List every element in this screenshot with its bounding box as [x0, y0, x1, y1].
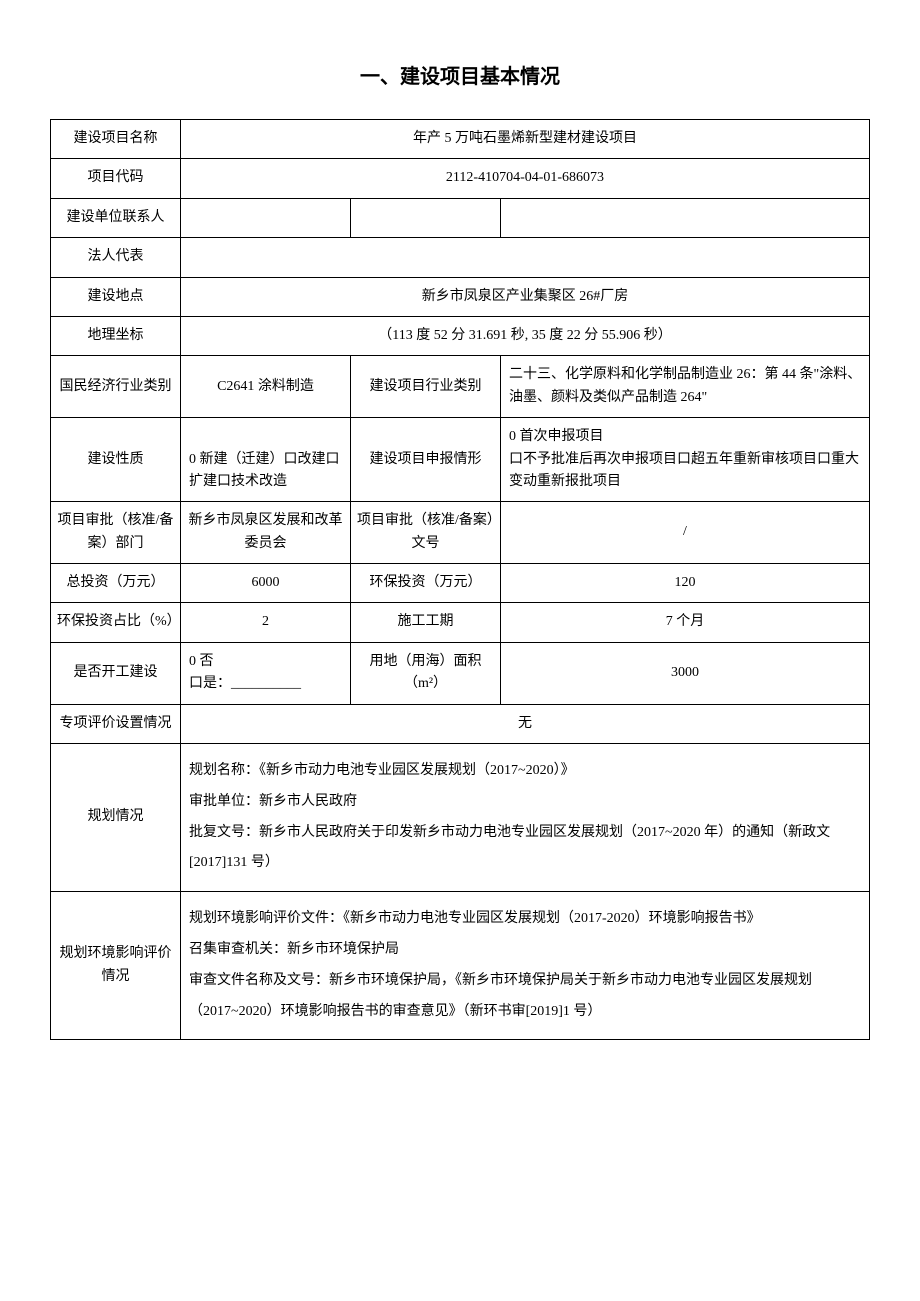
industry-cat-label: 建设项目行业类别 — [351, 356, 501, 418]
industry-value: C2641 涂料制造 — [181, 356, 351, 418]
approval-dept-label: 项目审批（核准/备案）部门 — [51, 502, 181, 564]
coords-label: 地理坐标 — [51, 316, 181, 355]
table-row: 建设单位联系人 — [51, 198, 870, 237]
approval-doc-value: / — [501, 502, 870, 564]
table-row: 总投资（万元） 6000 环保投资（万元） 120 — [51, 564, 870, 603]
industry-label: 国民经济行业类别 — [51, 356, 181, 418]
coords-value: （113 度 52 分 31.691 秒, 35 度 22 分 55.906 秒… — [181, 316, 870, 355]
table-row: 专项评价设置情况 无 — [51, 704, 870, 743]
special-eval-label: 专项评价设置情况 — [51, 704, 181, 743]
industry-cat-value: 二十三、化学原料和化学制品制造业 26：第 44 条"涂料、油墨、颜料及类似产品… — [501, 356, 870, 418]
nature-value: 0 新建（迁建）口改建口扩建口技术改造 — [181, 418, 351, 502]
construction-period-value: 7 个月 — [501, 603, 870, 642]
table-row: 建设性质 0 新建（迁建）口改建口扩建口技术改造 建设项目申报情形 0 首次申报… — [51, 418, 870, 502]
started-value: 0 否口是：__________ — [181, 642, 351, 704]
land-area-label: 用地（用海）面积（m²） — [351, 642, 501, 704]
legal-label: 法人代表 — [51, 238, 181, 277]
table-row: 规划环境影响评价情况 规划环境影响评价文件：《新乡市动力电池专业园区发展规划（2… — [51, 892, 870, 1040]
env-invest-label: 环保投资（万元） — [351, 564, 501, 603]
env-invest-value: 120 — [501, 564, 870, 603]
env-ratio-label: 环保投资占比（%） — [51, 603, 181, 642]
project-code-value: 2112-410704-04-01-686073 — [181, 159, 870, 198]
location-value: 新乡市凤泉区产业集聚区 26#厂房 — [181, 277, 870, 316]
report-value: 0 首次申报项目口不予批准后再次申报项目口超五年重新审核项目口重大变动重新报批项… — [501, 418, 870, 502]
total-invest-label: 总投资（万元） — [51, 564, 181, 603]
plan-env-value: 规划环境影响评价文件：《新乡市动力电池专业园区发展规划（2017-2020）环境… — [181, 892, 870, 1040]
started-label: 是否开工建设 — [51, 642, 181, 704]
planning-value: 规划名称：《新乡市动力电池专业园区发展规划（2017~2020）》审批单位：新乡… — [181, 744, 870, 892]
construction-period-label: 施工工期 — [351, 603, 501, 642]
report-label: 建设项目申报情形 — [351, 418, 501, 502]
location-label: 建设地点 — [51, 277, 181, 316]
table-row: 法人代表 — [51, 238, 870, 277]
table-row: 项目代码 2112-410704-04-01-686073 — [51, 159, 870, 198]
table-row: 是否开工建设 0 否口是：__________ 用地（用海）面积（m²） 300… — [51, 642, 870, 704]
project-code-label: 项目代码 — [51, 159, 181, 198]
env-ratio-value: 2 — [181, 603, 351, 642]
approval-dept-value: 新乡市凤泉区发展和改革委员会 — [181, 502, 351, 564]
planning-label: 规划情况 — [51, 744, 181, 892]
project-info-table: 建设项目名称 年产 5 万吨石墨烯新型建材建设项目 项目代码 2112-4107… — [50, 119, 870, 1040]
contact-label: 建设单位联系人 — [51, 198, 181, 237]
empty-cell — [351, 198, 501, 237]
total-invest-value: 6000 — [181, 564, 351, 603]
plan-env-label: 规划环境影响评价情况 — [51, 892, 181, 1040]
table-row: 建设项目名称 年产 5 万吨石墨烯新型建材建设项目 — [51, 120, 870, 159]
project-name-value: 年产 5 万吨石墨烯新型建材建设项目 — [181, 120, 870, 159]
table-row: 项目审批（核准/备案）部门 新乡市凤泉区发展和改革委员会 项目审批（核准/备案）… — [51, 502, 870, 564]
land-area-value: 3000 — [501, 642, 870, 704]
table-row: 环保投资占比（%） 2 施工工期 7 个月 — [51, 603, 870, 642]
section-title: 一、建设项目基本情况 — [50, 60, 870, 89]
approval-doc-label: 项目审批（核准/备案）文号 — [351, 502, 501, 564]
table-row: 地理坐标 （113 度 52 分 31.691 秒, 35 度 22 分 55.… — [51, 316, 870, 355]
table-row: 规划情况 规划名称：《新乡市动力电池专业园区发展规划（2017~2020）》审批… — [51, 744, 870, 892]
table-row: 建设地点 新乡市凤泉区产业集聚区 26#厂房 — [51, 277, 870, 316]
contact-value — [181, 198, 351, 237]
legal-value — [181, 238, 870, 277]
nature-label: 建设性质 — [51, 418, 181, 502]
special-eval-value: 无 — [181, 704, 870, 743]
project-name-label: 建设项目名称 — [51, 120, 181, 159]
table-row: 国民经济行业类别 C2641 涂料制造 建设项目行业类别 二十三、化学原料和化学… — [51, 356, 870, 418]
empty-cell — [501, 198, 870, 237]
